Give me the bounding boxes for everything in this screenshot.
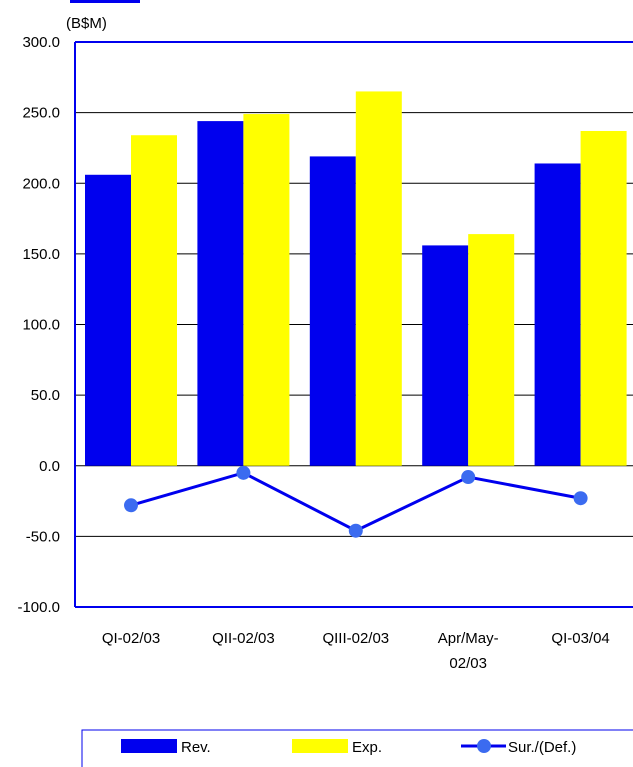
bar-exp-1 bbox=[243, 114, 290, 466]
legend-label-rev: Rev. bbox=[181, 739, 211, 756]
unit-label: (B$M) bbox=[66, 15, 107, 32]
x-tick-labels: QI-02/03 QII-02/03 QIII-02/03 Apr/May- 02/03… bbox=[102, 630, 610, 672]
y-tick-labels: 300.0 250.0 200.0 150.0 100.0 50.0 0.0 -50.0 -10… bbox=[17, 34, 60, 616]
legend-label-exp: Exp. bbox=[352, 739, 382, 756]
y-tick-label: 250.0 bbox=[22, 105, 60, 122]
x-tick-label: QIII-02/03 bbox=[322, 630, 389, 647]
legend-swatch-exp bbox=[292, 739, 348, 753]
x-tick-label: QI-02/03 bbox=[102, 630, 160, 647]
legend-swatch-rev bbox=[121, 739, 177, 753]
bar-exp-0 bbox=[131, 135, 177, 466]
x-tick-label: Apr/May- bbox=[438, 630, 499, 647]
title-fragment bbox=[70, 0, 140, 3]
bar-exp-2 bbox=[355, 91, 402, 466]
sur-def-line bbox=[130, 471, 581, 533]
sur-def-point-0 bbox=[124, 498, 138, 513]
y-tick-label: 0.0 bbox=[39, 458, 60, 475]
y-tick-label: -50.0 bbox=[26, 528, 60, 545]
legend-label-sur: Sur./(Def.) bbox=[508, 739, 576, 756]
bar-rev-3 bbox=[422, 245, 469, 466]
surplus-deficit-line bbox=[124, 465, 588, 538]
y-tick-label: -100.0 bbox=[17, 599, 60, 616]
sur-def-point-4 bbox=[573, 491, 588, 506]
legend-box bbox=[81, 729, 633, 767]
y-tick-label: 200.0 bbox=[22, 175, 60, 192]
bar-exp-3 bbox=[468, 234, 515, 466]
bars bbox=[85, 91, 627, 466]
bar-rev-0 bbox=[85, 174, 131, 466]
x-tick-label: QII-02/03 bbox=[212, 630, 275, 647]
y-tick-label: 100.0 bbox=[22, 317, 60, 334]
sur-def-point-3 bbox=[461, 470, 476, 485]
x-tick-label: 02/03 bbox=[449, 655, 487, 672]
sur-def-point-1 bbox=[236, 465, 251, 480]
y-tick-label: 150.0 bbox=[22, 246, 60, 263]
bar-rev-4 bbox=[534, 163, 581, 466]
bar-exp-4 bbox=[580, 130, 627, 466]
legend-swatch-sur-marker bbox=[477, 739, 491, 753]
y-tick-label: 50.0 bbox=[31, 387, 60, 404]
y-tick-label: 300.0 bbox=[22, 34, 60, 51]
sur-def-point-2 bbox=[348, 523, 363, 538]
x-tick-label: QI-03/04 bbox=[551, 630, 609, 647]
bar-rev-2 bbox=[309, 156, 356, 466]
bar-rev-1 bbox=[197, 121, 244, 466]
legend: Rev. Exp. Sur./(Def.) bbox=[81, 729, 633, 767]
